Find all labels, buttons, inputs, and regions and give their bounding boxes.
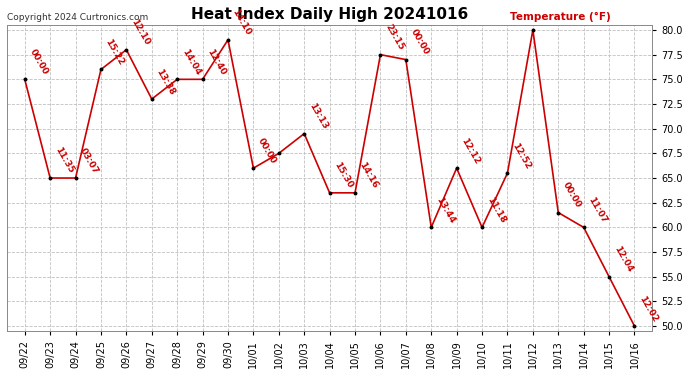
Point xyxy=(578,224,589,230)
Text: 00:00: 00:00 xyxy=(256,136,278,165)
Text: 11:18: 11:18 xyxy=(485,195,507,225)
Text: 03:07: 03:07 xyxy=(79,146,100,175)
Point xyxy=(324,190,335,196)
Point xyxy=(273,150,284,156)
Point xyxy=(299,130,310,136)
Point xyxy=(222,37,233,43)
Point xyxy=(70,175,81,181)
Text: 12:04: 12:04 xyxy=(612,244,634,274)
Point xyxy=(400,57,411,63)
Point xyxy=(451,165,462,171)
Text: 14:16: 14:16 xyxy=(358,160,380,190)
Text: 13:44: 13:44 xyxy=(434,195,456,225)
Point xyxy=(19,76,30,82)
Text: Copyright 2024 Curtronics.com: Copyright 2024 Curtronics.com xyxy=(7,13,148,22)
Title: Heat Index Daily High 20241016: Heat Index Daily High 20241016 xyxy=(191,8,469,22)
Text: 12:10: 12:10 xyxy=(129,18,151,47)
Text: 00:00: 00:00 xyxy=(408,28,431,57)
Point xyxy=(604,274,615,280)
Text: Temperature (°F): Temperature (°F) xyxy=(511,12,611,22)
Text: 13:13: 13:13 xyxy=(307,102,329,131)
Text: 23:15: 23:15 xyxy=(383,22,405,52)
Point xyxy=(375,52,386,58)
Text: 12:12: 12:12 xyxy=(460,136,482,165)
Point xyxy=(629,323,640,329)
Text: 15:30: 15:30 xyxy=(333,161,355,190)
Text: 13:38: 13:38 xyxy=(155,67,177,96)
Point xyxy=(146,96,157,102)
Point xyxy=(95,66,106,72)
Text: 11:07: 11:07 xyxy=(586,195,609,225)
Text: 15:22: 15:22 xyxy=(104,38,126,67)
Point xyxy=(350,190,361,196)
Text: 12:40: 12:40 xyxy=(206,47,228,76)
Point xyxy=(172,76,183,82)
Text: 14:10: 14:10 xyxy=(230,8,253,37)
Text: 11:35: 11:35 xyxy=(53,146,75,175)
Point xyxy=(502,170,513,176)
Text: 12:52: 12:52 xyxy=(510,141,533,170)
Point xyxy=(45,175,56,181)
Text: 12:02: 12:02 xyxy=(638,294,660,323)
Text: 00:00: 00:00 xyxy=(28,48,50,76)
Point xyxy=(248,165,259,171)
Point xyxy=(553,210,564,216)
Text: 00:00: 00:00 xyxy=(561,181,583,210)
Point xyxy=(527,27,538,33)
Point xyxy=(426,224,437,230)
Point xyxy=(121,47,132,53)
Point xyxy=(197,76,208,82)
Text: 14:04: 14:04 xyxy=(180,47,202,76)
Point xyxy=(477,224,488,230)
